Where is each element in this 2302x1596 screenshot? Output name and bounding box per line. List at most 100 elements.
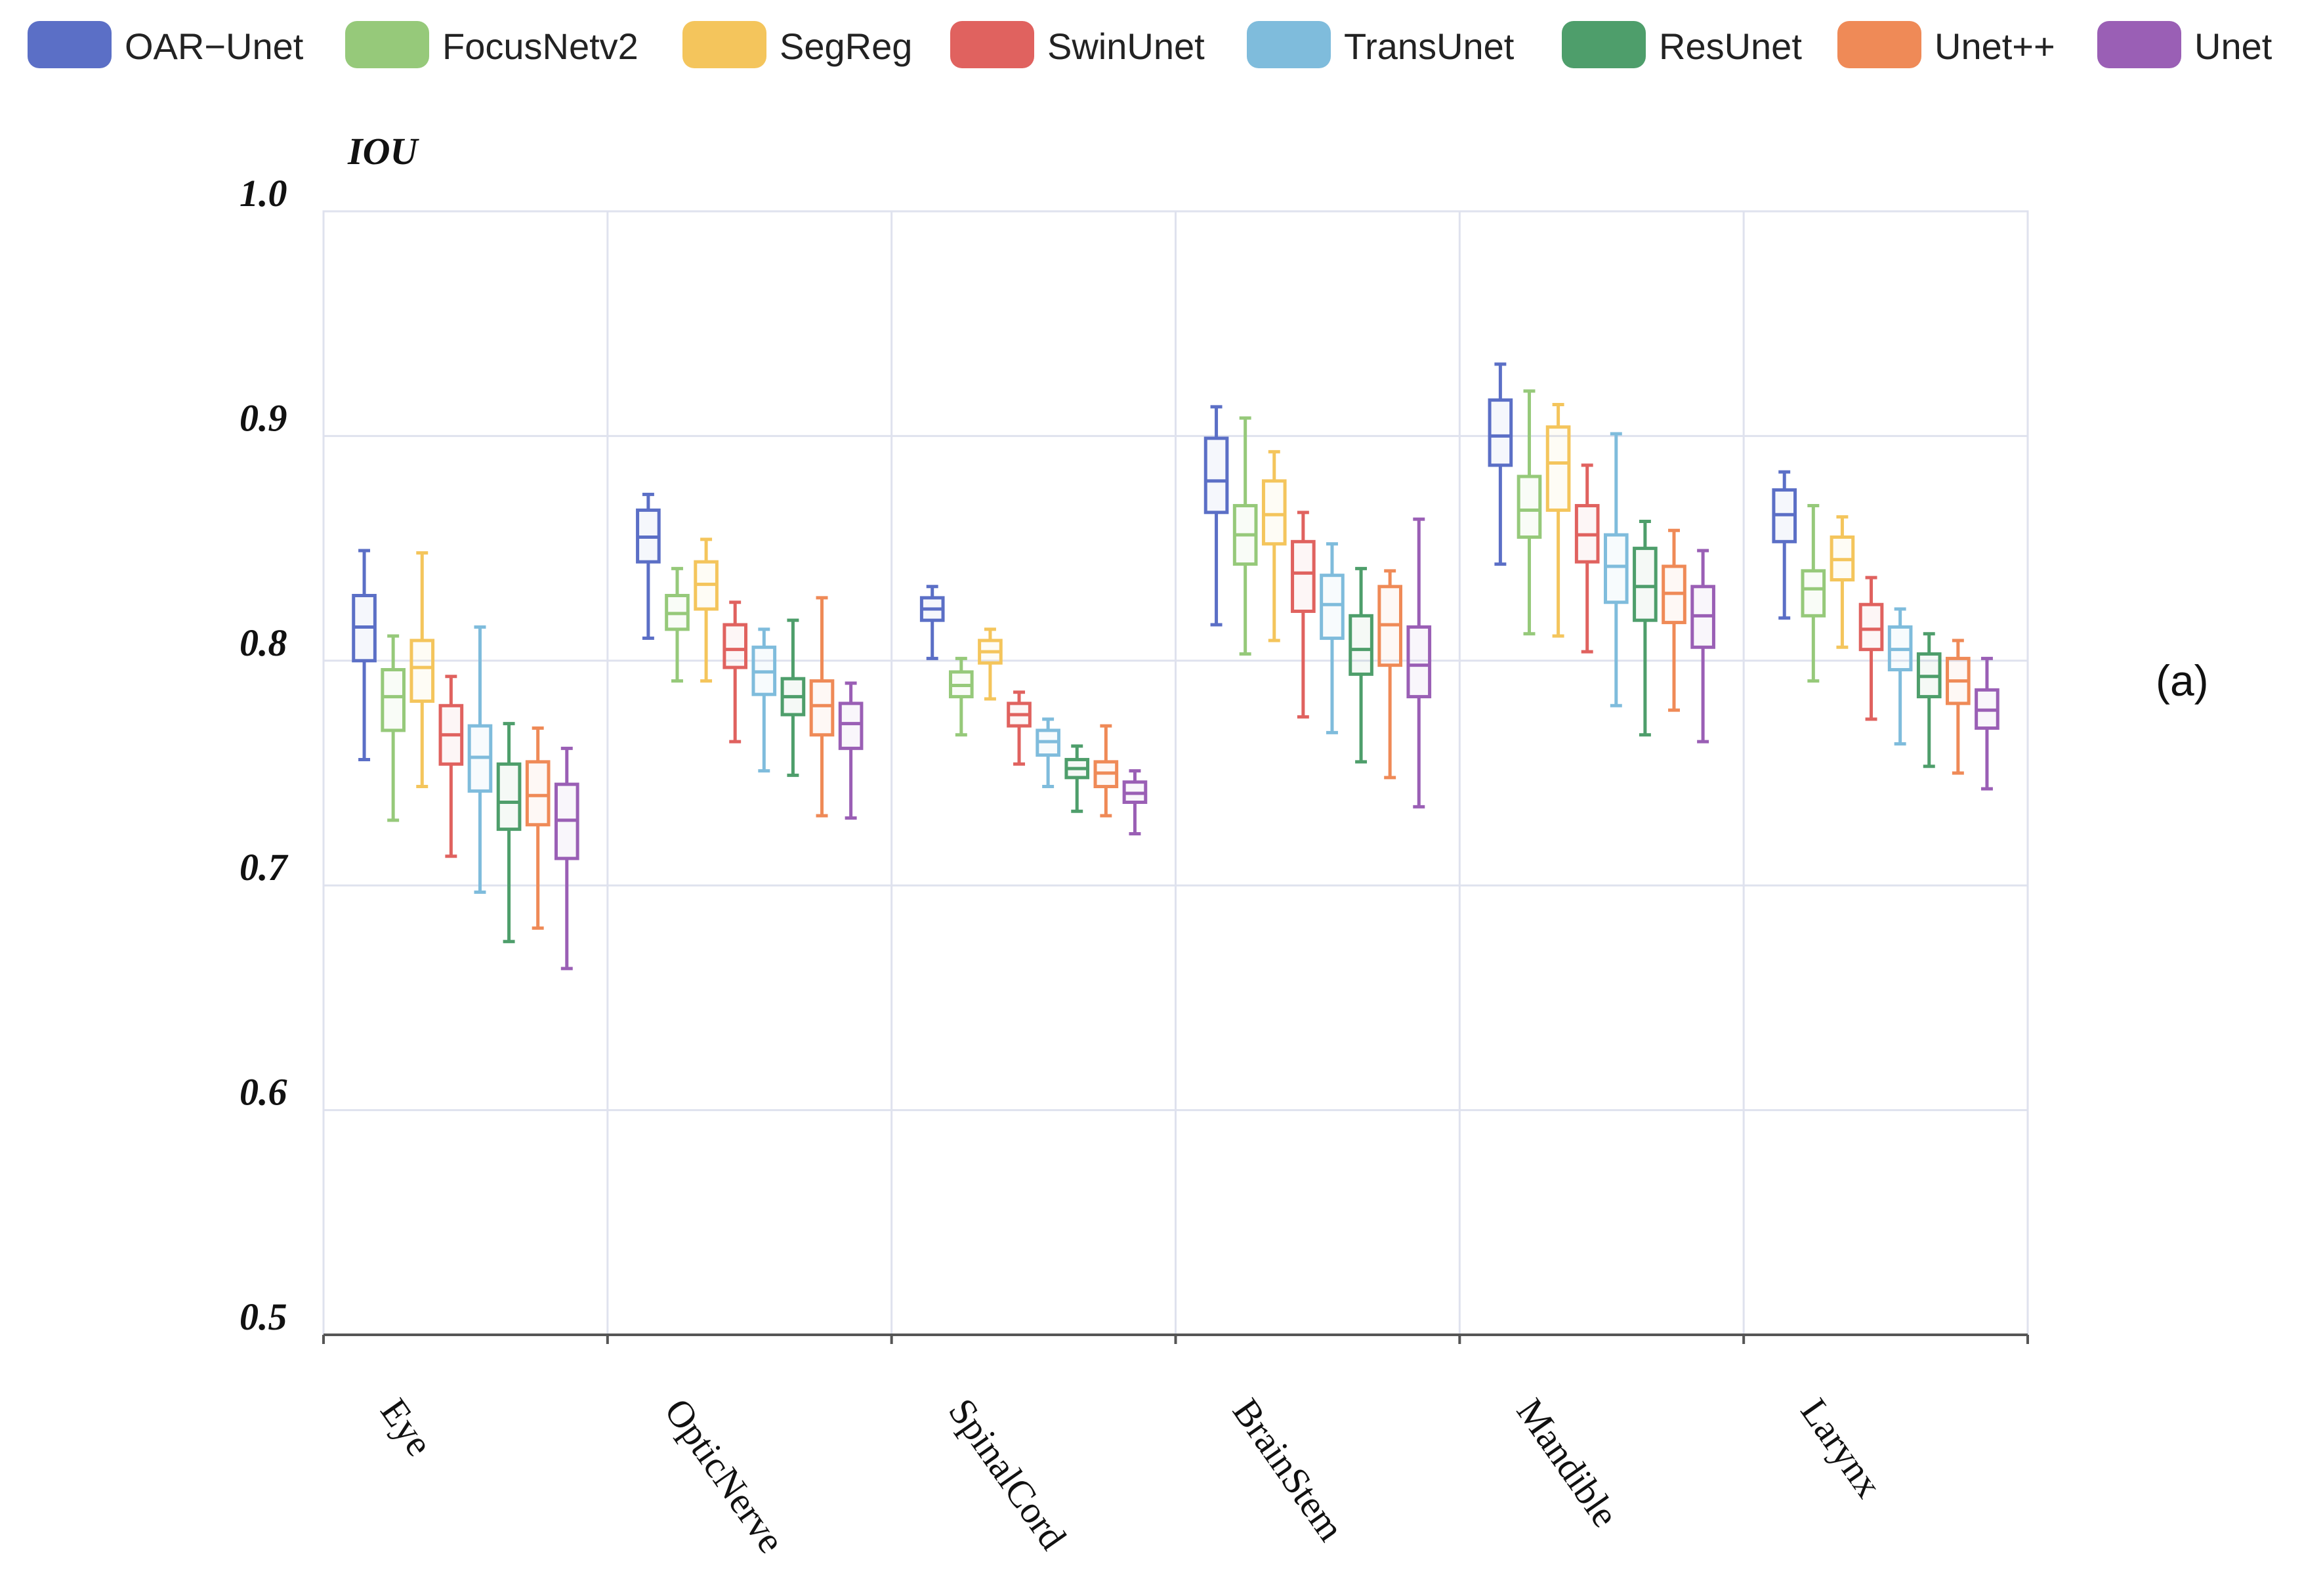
panel-label: (a) — [2156, 656, 2209, 705]
box-plot — [1232, 416, 1258, 656]
box-plot — [438, 675, 464, 858]
box-iqr — [1517, 474, 1542, 539]
x-tick-label: BrainStem — [1224, 1391, 1353, 1549]
legend-item: SegReg — [682, 21, 912, 68]
box-plot — [809, 596, 835, 818]
legend-label: OAR−Unet — [125, 26, 304, 67]
legend-swatch — [2097, 21, 2181, 68]
box-plot — [1887, 607, 1913, 746]
legend-swatch — [1837, 21, 1921, 68]
box-plot — [1772, 470, 1797, 620]
box-iqr — [525, 760, 551, 827]
box-iqr — [1320, 574, 1345, 640]
legend-label: ResUnet — [1659, 26, 1802, 67]
box-iqr — [1545, 425, 1571, 512]
y-tick-label: 0.5 — [240, 1295, 287, 1338]
box-iqr — [1349, 614, 1373, 676]
box-plot — [1633, 520, 1658, 737]
box-plot — [838, 681, 864, 820]
box-plot — [1349, 566, 1373, 764]
box-iqr — [1633, 547, 1658, 622]
chart-grid — [322, 210, 2029, 1336]
x-tick-label: Eye — [372, 1391, 441, 1463]
legend-item: Unet — [2097, 21, 2272, 68]
legend-swatch — [1562, 21, 1646, 68]
legend-label: TransUnet — [1344, 26, 1515, 67]
box-plot — [1946, 639, 1971, 775]
box-iqr — [1291, 539, 1316, 613]
box-plot — [1036, 717, 1060, 789]
legend-swatch — [1247, 21, 1331, 68]
box-iqr — [1406, 625, 1432, 699]
box-plot — [1517, 389, 1542, 636]
box-plot — [1662, 528, 1686, 712]
box-plot — [1690, 549, 1715, 744]
box-plot — [1261, 450, 1287, 642]
legend-swatch — [28, 21, 112, 68]
box-plot — [636, 492, 661, 640]
box-iqr — [1261, 479, 1287, 546]
box-plot — [1064, 744, 1090, 813]
y-tick-label: 0.6 — [240, 1071, 287, 1114]
box-plot — [1291, 511, 1316, 719]
box-plot — [694, 537, 719, 683]
x-tick-label: Mandible — [1509, 1391, 1627, 1534]
box-iqr — [1203, 436, 1229, 514]
box-plot — [1007, 690, 1032, 766]
legend-label: SwinUnet — [1047, 26, 1205, 67]
box-plot — [722, 600, 748, 744]
box-plot — [1320, 542, 1345, 734]
box-plot — [1858, 576, 1884, 721]
box-plot — [919, 585, 945, 660]
box-iqr — [1858, 602, 1884, 652]
box-plot — [949, 656, 974, 737]
legend-item: TransUnet — [1247, 21, 1515, 68]
legend-swatch — [345, 21, 429, 68]
box-plot — [1916, 632, 1942, 768]
box-iqr — [722, 623, 748, 669]
legend-label: FocusNetv2 — [442, 26, 638, 67]
box-plot — [1122, 769, 1148, 835]
box-plot — [1801, 504, 1826, 683]
y-tick-label: 0.8 — [240, 621, 287, 664]
box-plot — [525, 726, 551, 930]
box-plot — [1830, 515, 1855, 649]
y-axis-ticks: 0.5 0.6 0.7 0.8 0.9 1.0 — [240, 172, 289, 1338]
box-iqr — [496, 762, 522, 831]
legend-item: ResUnet — [1562, 21, 1802, 68]
box-plot — [1545, 402, 1571, 638]
y-tick-label: 0.9 — [240, 396, 287, 439]
x-tick-label: SpinalCord — [940, 1391, 1075, 1557]
box-iqr — [1603, 533, 1629, 604]
box-plot — [1377, 569, 1402, 780]
box-plot — [554, 746, 579, 971]
box-plot — [978, 627, 1003, 701]
x-tick-label: Larynx — [1793, 1391, 1891, 1505]
box-iqr — [409, 639, 435, 703]
box-plot — [1203, 405, 1229, 627]
box-plot — [409, 551, 435, 789]
y-tick-label: 0.7 — [240, 846, 289, 889]
box-iqr — [381, 667, 406, 732]
legend-label: Unet++ — [1935, 26, 2055, 67]
box-iqr — [809, 679, 835, 737]
y-tick-label: 1.0 — [240, 172, 287, 215]
box-plot — [1975, 656, 1999, 791]
box-iqr — [1488, 398, 1513, 467]
legend-item: Unet++ — [1837, 21, 2055, 68]
box-iqr — [1801, 569, 1826, 618]
legend-swatch — [682, 21, 766, 68]
box-plot — [1603, 432, 1629, 707]
box-plot — [1093, 724, 1119, 818]
box-plot — [381, 634, 406, 822]
legend-swatch — [950, 21, 1034, 68]
x-tick-label: OpticNerve — [656, 1391, 793, 1561]
box-plot — [1406, 517, 1432, 808]
box-plot — [496, 722, 522, 944]
chart-legend: OAR−Unet FocusNetv2 SegReg SwinUnet TransUne… — [28, 21, 2272, 68]
legend-item: SwinUnet — [950, 21, 1205, 68]
x-axis: Eye OpticNerve SpinalCord BrainStem Mandible… — [322, 1334, 2029, 1561]
legend-item: FocusNetv2 — [345, 21, 638, 68]
box-plot — [352, 549, 377, 761]
